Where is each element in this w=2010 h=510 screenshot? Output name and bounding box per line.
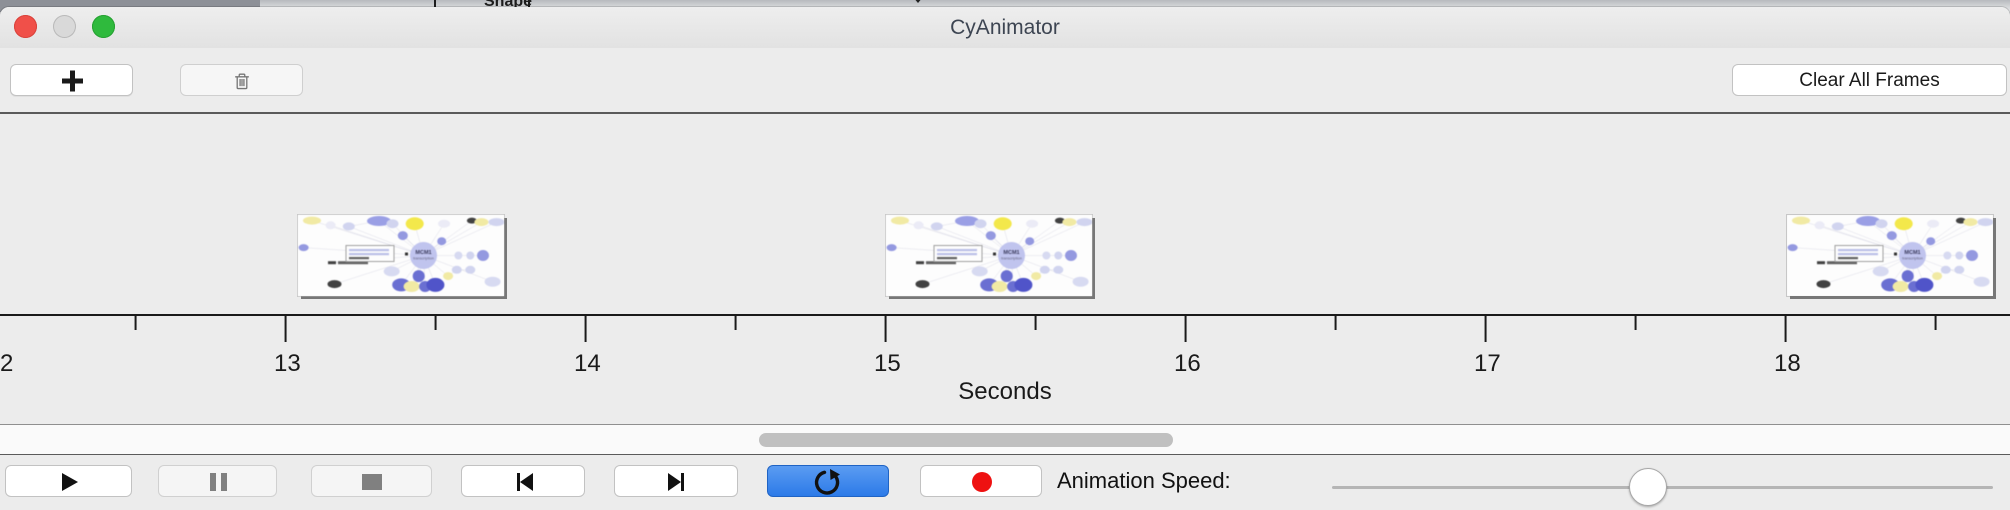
svg-text:MCM1: MCM1 — [415, 250, 431, 256]
svg-text:transcription: transcription — [413, 257, 434, 261]
svg-text:MCM1: MCM1 — [1904, 250, 1920, 256]
svg-text:transcription: transcription — [1001, 257, 1022, 261]
svg-text:transcription: transcription — [1902, 257, 1923, 261]
svg-text:MCM1: MCM1 — [1003, 250, 1019, 256]
